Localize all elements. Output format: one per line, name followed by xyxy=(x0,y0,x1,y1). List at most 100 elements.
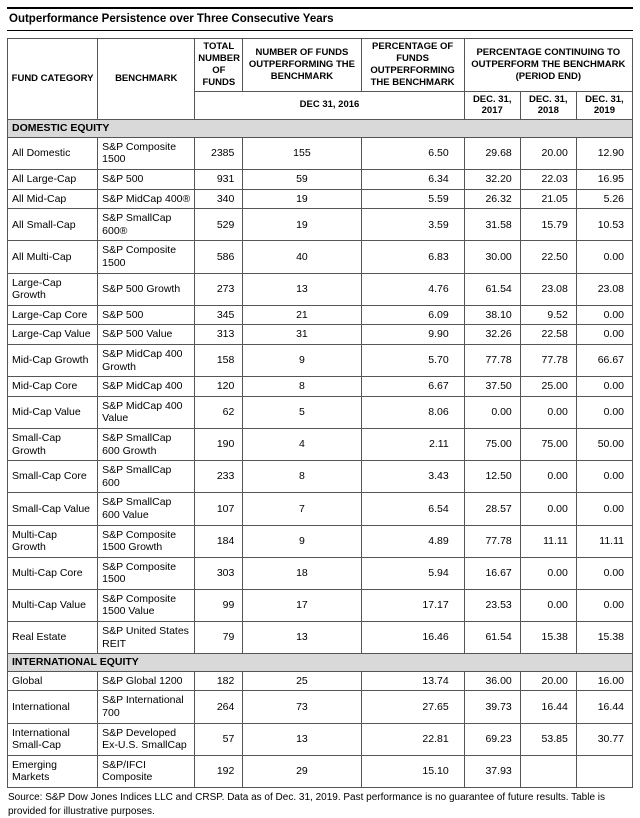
cell-pct-2019: 5.26 xyxy=(575,188,634,210)
cell-benchmark: S&P Composite 1500 xyxy=(97,556,196,590)
cell-pct-2019: 30.77 xyxy=(575,722,634,756)
header-pct-outperforming: PERCENTAGE OF FUNDS OUTPERFORMING THE BE… xyxy=(360,38,465,92)
cell-fund-category: Mid-Cap Core xyxy=(6,376,99,397)
table-row: Large-Cap Growth S&P 500 Growth 273 13 4.76 6… xyxy=(6,272,634,306)
cell-total-funds: 192 xyxy=(194,754,244,789)
cell-pct-2019: 10.53 xyxy=(575,208,634,242)
cell-pct-2019: 16.44 xyxy=(575,690,634,724)
cell-pct-2018: 11.11 xyxy=(519,524,577,558)
cell-num-outperforming: 9 xyxy=(242,343,362,378)
cell-total-funds: 529 xyxy=(194,208,244,242)
cell-pct-outperforming: 4.76 xyxy=(360,272,465,306)
header-date-2019: DEC. 31, 2019 xyxy=(575,90,634,121)
cell-num-outperforming: 13 xyxy=(242,272,362,306)
cell-pct-2017: 77.78 xyxy=(463,343,521,378)
cell-num-outperforming: 9 xyxy=(242,524,362,558)
cell-pct-2018: 23.08 xyxy=(519,272,577,306)
table-title: Outperformance Persistence over Three Co… xyxy=(7,7,633,31)
table-row: Large-Cap Value S&P 500 Value 313 31 9.90 32.… xyxy=(6,324,634,345)
table-row: All Domestic S&P Composite 1500 2385 155 6.5… xyxy=(6,136,634,171)
cell-benchmark: S&P Composite 1500 xyxy=(97,240,196,274)
cell-total-funds: 62 xyxy=(194,395,244,429)
cell-pct-outperforming: 6.50 xyxy=(360,136,465,171)
table-row: Real Estate S&P United States REIT 79 13 16.… xyxy=(6,621,634,655)
section-header-row: DOMESTIC EQUITY xyxy=(7,119,633,138)
table-row: All Large-Cap S&P 500 931 59 6.34 32.20 22.03 1… xyxy=(6,169,634,190)
header-pct-continuing: PERCENTAGE CONTINUING TO OUTPERFORM THE … xyxy=(463,38,634,92)
table-row: Large-Cap Core S&P 500 345 21 6.09 38.10 9.52 0… xyxy=(6,304,634,326)
cell-benchmark: S&P United States REIT xyxy=(97,621,196,655)
section-label: DOMESTIC EQUITY xyxy=(7,119,633,138)
cell-num-outperforming: 13 xyxy=(242,621,362,655)
cell-benchmark: S&P 500 Growth xyxy=(97,272,196,306)
cell-fund-category: Global xyxy=(6,670,99,692)
cell-pct-2018 xyxy=(519,754,577,789)
table-row: Small-Cap Growth S&P SmallCap 600 Growth 1… xyxy=(6,427,634,462)
cell-num-outperforming: 8 xyxy=(242,460,362,494)
cell-fund-category: Multi-Cap Growth xyxy=(6,524,99,558)
cell-num-outperforming: 25 xyxy=(242,670,362,692)
persistence-table: FUND CATEGORY BENCHMARK TOTAL NUMBER OF … xyxy=(6,37,634,789)
cell-pct-2019: 11.11 xyxy=(575,524,634,558)
cell-num-outperforming: 8 xyxy=(242,376,362,397)
cell-pct-2017: 75.00 xyxy=(463,427,521,462)
cell-pct-2018: 15.38 xyxy=(519,621,577,655)
cell-num-outperforming: 13 xyxy=(242,722,362,756)
section-header-row: INTERNATIONAL EQUITY xyxy=(7,653,633,672)
cell-pct-2018: 0.00 xyxy=(519,492,577,526)
section-label: INTERNATIONAL EQUITY xyxy=(7,653,633,672)
cell-pct-2018: 53.85 xyxy=(519,722,577,756)
cell-fund-category: Multi-Cap Value xyxy=(6,588,99,623)
cell-pct-2017: 30.00 xyxy=(463,240,521,274)
cell-fund-category: Large-Cap Core xyxy=(6,304,99,326)
cell-pct-2019: 0.00 xyxy=(575,240,634,274)
cell-num-outperforming: 19 xyxy=(242,208,362,242)
cell-pct-2018: 21.05 xyxy=(519,188,577,210)
cell-total-funds: 931 xyxy=(194,169,244,190)
cell-pct-outperforming: 6.83 xyxy=(360,240,465,274)
cell-pct-2017: 32.20 xyxy=(463,169,521,190)
cell-benchmark: S&P MidCap 400 Value xyxy=(97,395,196,429)
cell-pct-2019: 0.00 xyxy=(575,395,634,429)
cell-total-funds: 107 xyxy=(194,492,244,526)
cell-pct-2017: 12.50 xyxy=(463,460,521,494)
cell-pct-outperforming: 15.10 xyxy=(360,754,465,789)
cell-pct-2017: 23.53 xyxy=(463,588,521,623)
header-row-dates: DEC 31, 2016 DEC. 31, 2017 DEC. 31, 2018… xyxy=(8,90,634,121)
cell-fund-category: Emerging Markets xyxy=(6,754,99,789)
cell-pct-2019: 15.38 xyxy=(575,621,634,655)
cell-pct-outperforming: 9.90 xyxy=(360,324,465,345)
cell-num-outperforming: 7 xyxy=(242,492,362,526)
cell-benchmark: S&P Composite 1500 Growth xyxy=(97,524,196,558)
cell-total-funds: 2385 xyxy=(194,136,244,171)
cell-benchmark: S&P Composite 1500 xyxy=(97,136,196,171)
cell-pct-outperforming: 8.06 xyxy=(360,395,465,429)
cell-benchmark: S&P SmallCap 600® xyxy=(97,208,196,242)
cell-fund-category: Large-Cap Growth xyxy=(6,272,99,306)
cell-pct-2017: 69.23 xyxy=(463,722,521,756)
cell-fund-category: Multi-Cap Core xyxy=(6,556,99,590)
table-row: All Mid-Cap S&P MidCap 400® 340 19 5.59 26.32… xyxy=(6,188,634,210)
cell-pct-2019: 66.67 xyxy=(575,343,634,378)
cell-num-outperforming: 17 xyxy=(242,588,362,623)
table-row: Global S&P Global 1200 182 25 13.74 36.00 20.0… xyxy=(6,670,634,692)
cell-pct-outperforming: 5.94 xyxy=(360,556,465,590)
cell-pct-outperforming: 6.34 xyxy=(360,169,465,190)
table-row: Mid-Cap Growth S&P MidCap 400 Growth 158 9 5… xyxy=(6,343,634,378)
cell-pct-2017: 16.67 xyxy=(463,556,521,590)
header-row-main: FUND CATEGORY BENCHMARK TOTAL NUMBER OF … xyxy=(6,37,634,121)
cell-pct-outperforming: 22.81 xyxy=(360,722,465,756)
cell-benchmark: S&P 500 xyxy=(97,169,196,190)
cell-pct-2017: 77.78 xyxy=(463,524,521,558)
cell-pct-2019: 0.00 xyxy=(575,460,634,494)
cell-pct-outperforming: 13.74 xyxy=(360,670,465,692)
table-row: Multi-Cap Core S&P Composite 1500 303 18 5.9… xyxy=(6,556,634,590)
cell-num-outperforming: 4 xyxy=(242,427,362,462)
cell-total-funds: 57 xyxy=(194,722,244,756)
cell-fund-category: Large-Cap Value xyxy=(6,324,99,345)
cell-pct-outperforming: 3.43 xyxy=(360,460,465,494)
cell-benchmark: S&P International 700 xyxy=(97,690,196,724)
cell-total-funds: 79 xyxy=(194,621,244,655)
table-row: Multi-Cap Growth S&P Composite 1500 Growt… xyxy=(6,524,634,558)
cell-pct-2017: 31.58 xyxy=(463,208,521,242)
